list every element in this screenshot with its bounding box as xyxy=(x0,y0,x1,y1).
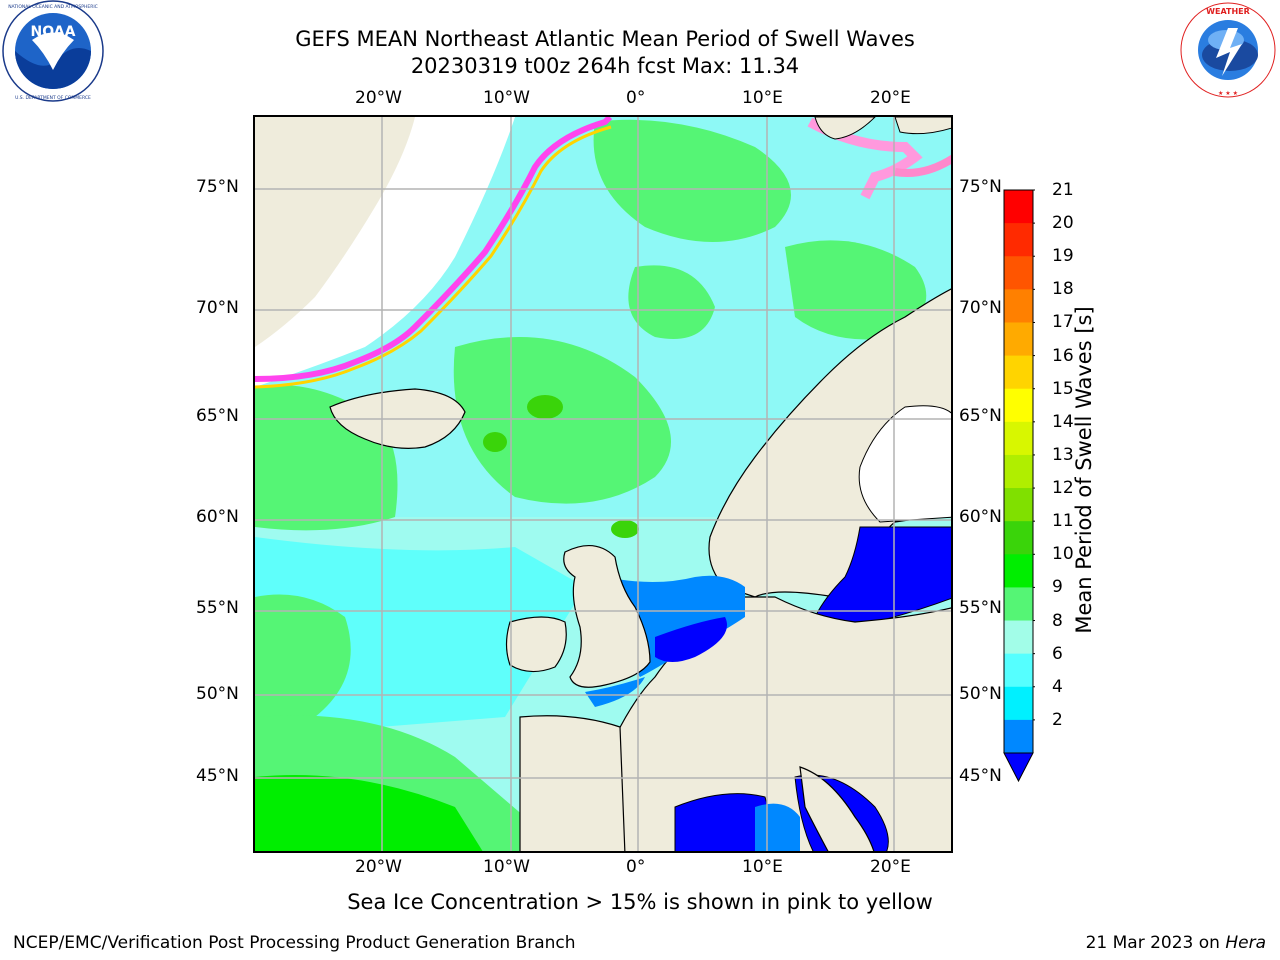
lon-tick-top-20w: 20°W xyxy=(355,88,402,108)
colorbar-tick-label: 8 xyxy=(1052,610,1063,631)
colorbar-tick-label: 12 xyxy=(1052,478,1074,499)
lat-tick-left-50n: 50°N xyxy=(196,684,239,704)
footer-credit: NCEP/EMC/Verification Post Processing Pr… xyxy=(13,933,576,953)
colorbar-swatch xyxy=(1004,686,1033,721)
map-panel xyxy=(253,115,953,853)
chart-title: GEFS MEAN Northeast Atlantic Mean Period… xyxy=(295,27,915,51)
svg-text:WEATHER: WEATHER xyxy=(1206,7,1250,16)
colorbar-swatch xyxy=(1004,587,1033,622)
lon-tick-top-10w: 10°W xyxy=(483,88,530,108)
colorbar-swatch xyxy=(1004,620,1033,655)
colorbar-swatch xyxy=(1004,322,1033,357)
colorbar-swatch xyxy=(1004,719,1033,754)
colorbar-tick-label: 18 xyxy=(1052,279,1074,300)
colorbar-tick-label: 21 xyxy=(1052,180,1074,200)
colorbar-swatch xyxy=(1004,190,1033,224)
lon-tick-bottom-10e: 10°E xyxy=(742,857,783,877)
colorbar-swatch xyxy=(1004,521,1033,555)
colorbar-tick-label: 17 xyxy=(1052,312,1074,333)
lat-tick-left-65n: 65°N xyxy=(196,406,239,426)
footer-date-text: 21 Mar 2023 on xyxy=(1085,933,1220,953)
nws-logo: WEATHER ★ ★ ★ xyxy=(1178,0,1278,100)
svg-text:★ ★ ★: ★ ★ ★ xyxy=(1218,90,1238,97)
chart-subtitle: 20230319 t00z 264h fcst Max: 11.34 xyxy=(410,54,800,78)
colorbar-swatch xyxy=(1004,355,1033,390)
lat-tick-left-70n: 70°N xyxy=(196,298,239,318)
lon-tick-top-20e: 20°E xyxy=(870,88,911,108)
lon-tick-bottom-10w: 10°W xyxy=(483,857,530,877)
colorbar-tick-label: 13 xyxy=(1052,444,1074,465)
colorbar-tick-label: 10 xyxy=(1052,544,1074,565)
colorbar-swatch xyxy=(1004,554,1033,588)
svg-text:NATIONAL OCEANIC AND ATMOSPHER: NATIONAL OCEANIC AND ATMOSPHERIC xyxy=(8,4,98,10)
colorbar-border xyxy=(1003,189,1034,753)
colorbar-swatch xyxy=(1004,223,1033,257)
lat-tick-right-60n: 60°N xyxy=(959,507,1002,527)
lat-tick-right-75n: 75°N xyxy=(959,177,1002,197)
colorbar-tick-label: 2 xyxy=(1052,709,1063,730)
noaa-logo: NOAA NATIONAL OCEANIC AND ATMOSPHERIC U.… xyxy=(2,0,104,102)
colorbar-svg xyxy=(1003,189,1035,783)
footer-date: 21 Mar 2023 on Hera xyxy=(1086,933,1266,953)
colorbar-tick-label: 15 xyxy=(1052,378,1074,399)
svg-text:U.S. DEPARTMENT OF COMMERCE: U.S. DEPARTMENT OF COMMERCE xyxy=(15,95,91,101)
colorbar-tick-label: 9 xyxy=(1052,577,1063,598)
map-svg xyxy=(255,117,951,851)
lon-tick-bottom-20e: 20°E xyxy=(870,857,911,877)
lat-tick-left-45n: 45°N xyxy=(196,766,239,786)
colorbar-swatch xyxy=(1004,388,1033,423)
colorbar-tick-label: 6 xyxy=(1052,643,1063,664)
lat-tick-right-70n: 70°N xyxy=(959,298,1002,318)
lat-tick-left-55n: 55°N xyxy=(196,598,239,618)
colorbar-tick-label: 4 xyxy=(1052,676,1063,697)
colorbar-title: Mean Period of Swell Waves [s] xyxy=(1072,306,1096,634)
colorbar-swatch xyxy=(1004,454,1033,489)
colorbar-swatch xyxy=(1004,653,1033,688)
sea-ice-note: Sea Ice Concentration > 15% is shown in … xyxy=(347,890,933,914)
colorbar-tick-label: 14 xyxy=(1052,411,1074,432)
colorbar-swatch xyxy=(1004,488,1033,522)
lat-tick-right-65n: 65°N xyxy=(959,406,1002,426)
colorbar-extend-triangle xyxy=(1003,752,1034,783)
lat-tick-right-50n: 50°N xyxy=(959,684,1002,704)
lon-tick-top-0: 0° xyxy=(626,88,646,108)
colorbar-swatch xyxy=(1004,421,1033,456)
colorbar xyxy=(1003,189,1035,783)
colorbar-tick-label: 16 xyxy=(1052,345,1074,366)
colorbar-swatch xyxy=(1004,256,1033,290)
colorbar-tick-label: 19 xyxy=(1052,246,1074,267)
lon-tick-bottom-20w: 20°W xyxy=(355,857,402,877)
lat-tick-right-45n: 45°N xyxy=(959,766,1002,786)
colorbar-tick-label: 20 xyxy=(1052,213,1074,234)
noaa-logo-text: NOAA xyxy=(31,24,76,40)
colorbar-swatch xyxy=(1004,289,1033,323)
lon-tick-bottom-0: 0° xyxy=(626,857,646,877)
lon-tick-top-10e: 10°E xyxy=(742,88,783,108)
footer-host: Hera xyxy=(1225,933,1266,953)
lat-tick-left-60n: 60°N xyxy=(196,507,239,527)
lat-tick-left-75n: 75°N xyxy=(196,177,239,197)
colorbar-tick-label: 11 xyxy=(1052,511,1074,532)
lat-tick-right-55n: 55°N xyxy=(959,598,1002,618)
